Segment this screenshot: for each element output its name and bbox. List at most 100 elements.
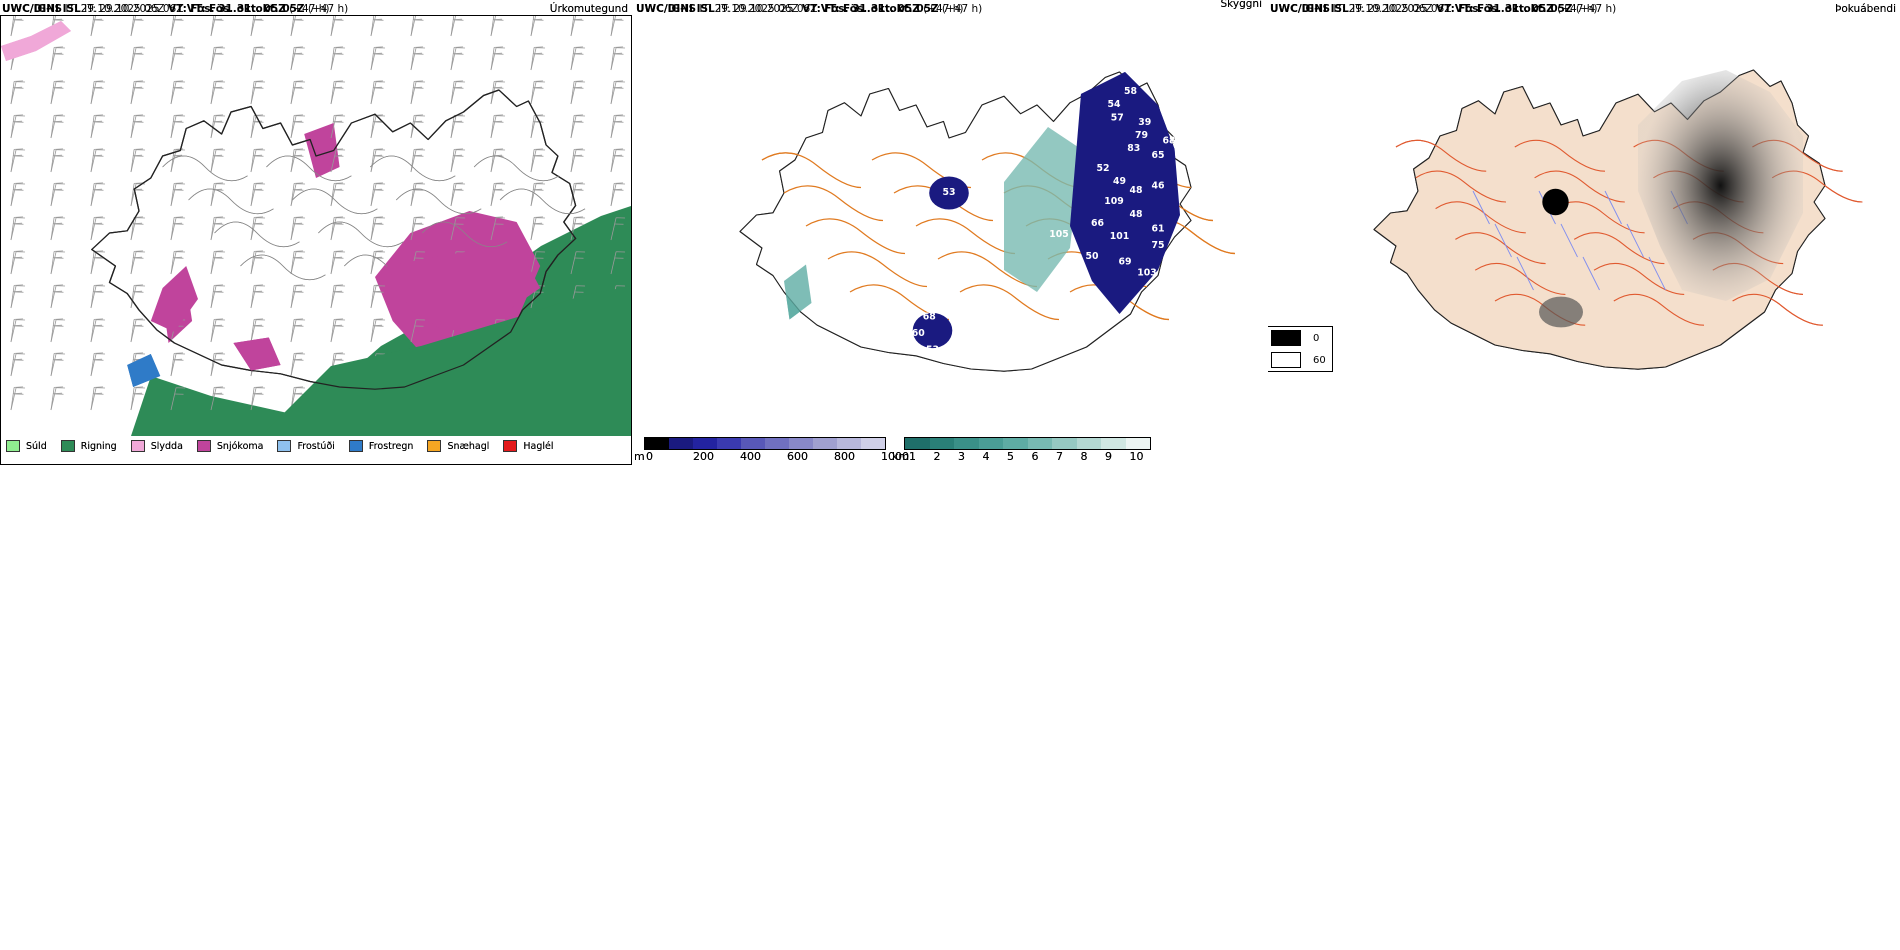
- fog-it-label: IT:: [1352, 3, 1365, 15]
- legend-label: Frostregn: [368, 440, 414, 452]
- legend-label: Snjókoma: [216, 440, 264, 452]
- ceiling-value-label: 69: [1118, 257, 1131, 268]
- fog-model: UWC/DINI ISL: [1270, 3, 1349, 15]
- ceiling-value-label: 103: [1137, 268, 1157, 279]
- fog-vt-val: Fös. 31.okt. 05Z: [1458, 3, 1554, 15]
- visibility-colorbar: [904, 437, 1151, 450]
- ceiling-value-label: 32: [1063, 295, 1076, 306]
- colorbar-step: [765, 438, 789, 449]
- ceiling-value-label: 39: [1138, 117, 1151, 128]
- precip-vt-label: VT:: [167, 3, 187, 15]
- precip-vt-val: Fös. 31.okt. 05Z: [209, 3, 305, 15]
- legend-swatch: [427, 440, 442, 452]
- colorbar-step: [717, 438, 741, 449]
- ceiling-colorbar: [644, 437, 886, 450]
- precip-it-val: 29.10.2025 06Z: [99, 3, 184, 15]
- ceiling-value-label: 101: [1110, 231, 1130, 242]
- precip-it-label: IT:: [65, 3, 78, 15]
- ceiling-tick: 0: [646, 450, 653, 463]
- legend-swatch: [130, 440, 145, 452]
- fog-vt-label: VT:: [1454, 3, 1474, 15]
- fog-lead: (+47 h): [1575, 3, 1617, 15]
- legend-label: Frostregn: [368, 440, 414, 452]
- fog-legend: 0 60: [1268, 326, 1333, 372]
- colorbar-step: [1003, 438, 1028, 449]
- ceiling-it-label: IT:: [699, 3, 712, 15]
- ceiling-value-label: 48: [1129, 209, 1142, 220]
- panel-title: Úrkomutegund: [549, 3, 628, 15]
- visibility-tick: 7: [1056, 450, 1063, 463]
- fog-legend-swatch: [1271, 330, 1301, 346]
- ceiling-tick: 800: [834, 450, 855, 463]
- ceiling-model: UWC/DINI ISL: [636, 3, 715, 15]
- legend-label: Haglél: [523, 440, 554, 452]
- ceiling-value-label: 53: [926, 345, 939, 356]
- visibility-tick: 9: [1105, 450, 1112, 463]
- visibility-tick: 4: [982, 450, 990, 463]
- ceiling-header: UWC/IG-IS IT: 29.10.2025 06Z VT: Fös. 31…: [636, 3, 963, 16]
- visibility-tick: 9: [1105, 450, 1112, 463]
- ceiling-tick: 200: [693, 450, 714, 463]
- ceiling-vt-val: Fös. 31.okt. 05Z: [824, 3, 920, 15]
- colorbar-step: [861, 438, 885, 449]
- visibility-tick: 10: [1129, 450, 1144, 463]
- legend-item: Snæhagl: [427, 440, 489, 452]
- ceiling-value-label: 54: [1107, 99, 1121, 110]
- visibility-unit: km: [892, 450, 910, 463]
- fog-it-label: IT:: [1333, 3, 1346, 15]
- panel-title: Þokuábendi: [1835, 3, 1896, 15]
- fog-header: UWC/IG-IS IT: 29.10.2025 06Z VT: Fös. 31…: [1270, 3, 1597, 16]
- visibility-tick: 4: [982, 450, 990, 463]
- visibility-tick: 6: [1031, 450, 1039, 463]
- panel-title: Skyggni: [1220, 0, 1263, 10]
- ceiling-value-label: 58: [1124, 86, 1137, 97]
- visibility-tick: 7: [1056, 450, 1063, 463]
- ceiling-value-label: 65: [1151, 150, 1164, 161]
- legend-swatch: [503, 440, 518, 452]
- ceiling-value-label: 109: [1104, 196, 1124, 207]
- ceiling-lead: (+47 h): [923, 3, 964, 15]
- legend-swatch: [348, 440, 363, 452]
- fog-legend-row: 60: [1268, 349, 1332, 371]
- visibility-tick: 2: [933, 450, 941, 463]
- legend-label: Súld: [26, 440, 47, 452]
- colorbar-step: [741, 438, 765, 449]
- precip-map: [1, 16, 631, 436]
- colorbar-step: [693, 438, 717, 449]
- legend-swatch: [60, 440, 75, 452]
- visibility-tick: 2: [933, 450, 941, 463]
- visibility-tick: 1: [909, 450, 916, 463]
- fog-lead: (+47 h): [1557, 3, 1598, 15]
- legend-label: Súld: [26, 440, 47, 452]
- fog-legend-row: 0: [1268, 327, 1332, 349]
- colorbar-step: [1027, 438, 1052, 449]
- ceiling-tick: 1000: [881, 450, 909, 463]
- legend-item: Rigning: [60, 440, 117, 452]
- visibility-tick: 8: [1080, 450, 1088, 463]
- visibility-tick: 8: [1080, 450, 1088, 463]
- ceiling-value-label: 49: [1113, 176, 1126, 187]
- ceiling-unit: m: [634, 450, 645, 463]
- ceiling-value-label: 48: [1129, 185, 1142, 196]
- visibility-tick: 3: [958, 450, 965, 463]
- ceiling-visibility-panel: UWC/DINI ISL IT: 29.10.2025 06Z VT: Fös.…: [634, 0, 1268, 468]
- precip-lead: (+47 h): [307, 3, 349, 15]
- visibility-tick: 3: [958, 450, 965, 463]
- legend-swatch: [196, 440, 211, 452]
- colorbar-step: [1125, 438, 1150, 449]
- legend-label: Frostúði: [297, 440, 335, 452]
- map-frame: [0, 15, 632, 465]
- legend-label: Rigning: [80, 440, 117, 452]
- precip-lead: (+47 h): [289, 3, 330, 15]
- ceiling-tick: 1000: [881, 450, 909, 463]
- ceiling-value-label: 66: [1091, 218, 1104, 229]
- precip-legend: Súld Rigning Slydda Snjókoma Frostúði Frostre…: [6, 440, 554, 452]
- visibility-unit: km: [892, 450, 910, 463]
- ceiling-model: UWC/IG-IS: [636, 3, 697, 15]
- ceiling-value-label: 79: [1135, 130, 1148, 141]
- colorbar-step: [905, 438, 930, 449]
- legend-label: Frostúði: [297, 440, 335, 452]
- fog-vt-label: VT:: [1435, 3, 1455, 15]
- precip-model: UWC/IG-IS: [2, 3, 63, 15]
- ceiling-lead: (+47 h): [941, 3, 983, 15]
